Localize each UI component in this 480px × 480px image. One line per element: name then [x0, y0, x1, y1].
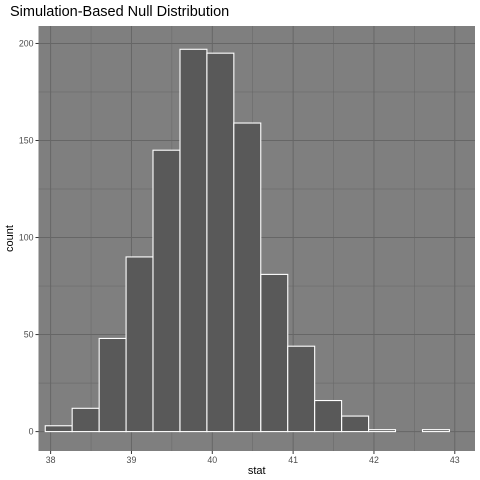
histogram-bar [342, 416, 369, 432]
x-tick-label: 40 [207, 455, 217, 465]
histogram-bar [207, 53, 234, 431]
histogram-bar [153, 150, 180, 431]
histogram-bar [288, 346, 315, 431]
histogram-bar [369, 430, 396, 432]
histogram-bar [72, 408, 99, 431]
x-tick-label: 41 [288, 455, 298, 465]
histogram-bar [126, 257, 153, 432]
y-tick-label: 150 [19, 135, 34, 145]
y-axis-ticks: 0 50 100 150 200 [19, 38, 39, 436]
x-tick-label: 39 [127, 455, 137, 465]
y-tick-label: 200 [19, 38, 34, 48]
x-tick-label: 42 [369, 455, 379, 465]
histogram-bar [422, 430, 449, 432]
y-tick-label: 0 [29, 427, 34, 437]
x-axis-ticks: 38 39 40 41 42 43 [46, 451, 460, 465]
histogram-bar [261, 274, 288, 431]
histogram-bar [180, 49, 207, 431]
histogram-bar [234, 123, 261, 432]
x-tick-label: 43 [450, 455, 460, 465]
histogram-bar [99, 338, 126, 431]
chart-title: Simulation-Based Null Distribution [10, 4, 229, 20]
x-tick-label: 38 [46, 455, 56, 465]
y-tick-label: 50 [24, 330, 34, 340]
y-tick-label: 100 [19, 233, 34, 243]
histogram-bar [45, 426, 72, 432]
histogram-bar [315, 401, 342, 432]
x-axis-title: stat [248, 465, 266, 477]
y-axis-title: count [4, 225, 16, 252]
